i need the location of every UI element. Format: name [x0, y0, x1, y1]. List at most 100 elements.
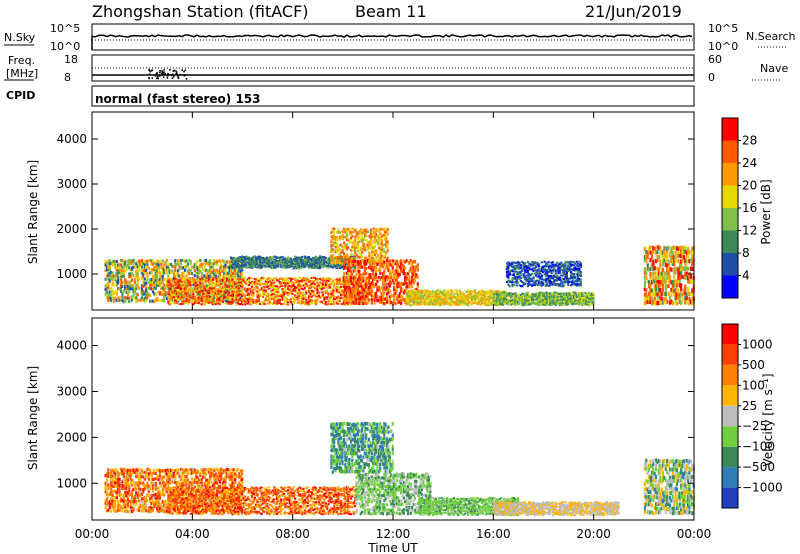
data-mark — [386, 295, 389, 299]
data-mark — [248, 260, 251, 263]
data-mark — [373, 235, 377, 239]
data-mark — [150, 261, 153, 265]
data-mark — [316, 263, 319, 266]
data-mark — [256, 295, 259, 298]
data-mark — [193, 298, 196, 300]
data-mark — [274, 260, 277, 263]
data-mark — [221, 259, 224, 263]
data-mark — [209, 268, 212, 272]
data-mark — [136, 260, 139, 264]
data-mark — [227, 285, 230, 288]
data-mark — [485, 294, 488, 297]
data-mark — [108, 268, 111, 272]
data-mark — [400, 266, 403, 270]
data-mark — [335, 288, 339, 291]
data-mark — [505, 292, 509, 295]
data-mark — [117, 298, 120, 302]
data-mark — [172, 274, 175, 278]
data-mark — [289, 257, 293, 260]
data-mark — [221, 295, 224, 299]
data-mark — [471, 290, 474, 293]
data-mark — [319, 260, 322, 263]
data-mark — [349, 265, 352, 269]
data-mark — [288, 277, 291, 280]
data-mark — [402, 282, 405, 286]
data-mark — [327, 292, 330, 295]
data-mark — [132, 284, 135, 288]
data-mark — [446, 292, 449, 294]
data-mark — [235, 280, 238, 283]
data-mark — [239, 277, 242, 280]
freq-scatter-point — [155, 72, 158, 75]
data-mark — [345, 282, 348, 286]
data-mark — [355, 233, 358, 237]
data-mark — [486, 297, 489, 299]
data-mark — [412, 301, 415, 305]
data-mark — [306, 265, 309, 268]
data-mark — [282, 282, 286, 284]
data-mark — [193, 265, 196, 269]
data-mark — [419, 295, 422, 298]
data-mark — [373, 298, 376, 302]
data-mark — [433, 292, 436, 295]
data-mark — [331, 235, 334, 238]
data-mark — [150, 283, 153, 287]
data-mark — [388, 282, 391, 286]
data-mark — [224, 290, 227, 293]
data-mark — [246, 289, 249, 291]
data-mark — [228, 299, 231, 303]
data-mark — [112, 292, 116, 296]
data-mark — [262, 289, 265, 292]
data-mark — [193, 286, 196, 290]
data-mark — [177, 278, 180, 281]
data-mark — [317, 278, 320, 281]
data-mark — [126, 281, 129, 285]
data-mark — [357, 243, 360, 246]
data-mark — [287, 293, 290, 295]
data-mark — [288, 289, 291, 291]
data-mark — [331, 237, 334, 241]
data-mark — [301, 255, 304, 258]
data-mark — [387, 276, 390, 280]
data-mark — [436, 290, 439, 293]
data-mark — [466, 300, 470, 303]
data-mark — [220, 262, 223, 266]
data-mark — [459, 303, 463, 306]
data-mark — [348, 260, 351, 264]
data-mark — [117, 269, 120, 273]
data-mark — [133, 277, 136, 281]
data-mark — [246, 256, 249, 259]
data-mark — [228, 298, 231, 300]
data-mark — [188, 284, 191, 286]
data-mark — [310, 291, 313, 294]
data-mark — [185, 287, 188, 290]
data-mark — [334, 278, 337, 281]
data-mark — [347, 303, 350, 306]
data-mark — [230, 280, 233, 283]
data-mark — [330, 293, 333, 295]
data-mark — [366, 297, 369, 301]
data-mark — [386, 233, 389, 236]
data-mark — [536, 295, 539, 298]
data-mark — [395, 266, 398, 270]
data-mark — [196, 297, 199, 300]
data-mark — [275, 256, 279, 259]
data-mark — [128, 272, 131, 276]
data-mark — [444, 297, 447, 300]
data-mark — [450, 289, 453, 292]
data-mark — [263, 302, 266, 305]
data-mark — [239, 262, 242, 266]
data-mark — [356, 298, 359, 302]
data-mark — [302, 297, 305, 300]
data-mark — [115, 266, 118, 270]
data-mark — [313, 267, 316, 269]
data-mark — [135, 265, 138, 269]
data-mark — [388, 259, 391, 263]
data-mark — [292, 289, 295, 292]
data-mark — [227, 274, 230, 278]
data-mark — [441, 300, 444, 303]
data-mark — [243, 276, 247, 279]
data-mark — [181, 293, 184, 297]
data-mark — [491, 301, 495, 304]
data-mark — [341, 250, 344, 254]
